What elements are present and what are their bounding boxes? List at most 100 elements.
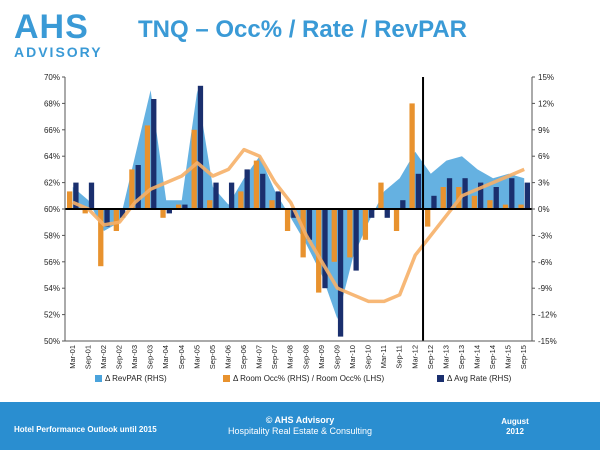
occ-change-bar	[238, 191, 244, 209]
left-tick-label: 56%	[44, 258, 60, 267]
legend-label: Δ Avg Rate (RHS)	[447, 374, 512, 383]
legend-label: Δ Room Occ% (RHS) / Room Occ% (LHS)	[233, 374, 384, 383]
x-tick-label: Sep-06	[239, 345, 248, 369]
rate-change-bar	[291, 209, 297, 218]
rate-change-bar	[104, 209, 110, 227]
rate-change-bar	[446, 178, 453, 209]
occ-change-bar	[425, 209, 431, 227]
left-tick-label: 54%	[44, 284, 60, 293]
rate-change-bar	[478, 182, 484, 209]
occ-change-bar	[300, 209, 306, 258]
x-tick-label: Sep-13	[457, 345, 466, 369]
rate-change-bar	[166, 209, 172, 214]
rate-change-bar	[369, 209, 375, 218]
rate-change-bar	[228, 182, 235, 209]
x-tick-label: Mar-08	[286, 345, 295, 369]
left-tick-label: 50%	[44, 337, 60, 346]
left-tick-label: 68%	[44, 99, 60, 108]
rate-change-bar	[244, 169, 250, 209]
rate-change-bar	[119, 209, 126, 218]
right-tick-label: 15%	[538, 73, 554, 82]
x-tick-label: Sep-03	[146, 345, 155, 369]
occ-change-bar	[347, 209, 353, 258]
occ-change-bar	[160, 209, 166, 218]
x-tick-label: Sep-10	[364, 345, 373, 369]
x-tick-label: Mar-12	[410, 345, 419, 369]
x-tick-label: Mar-02	[99, 345, 108, 369]
legend-swatch	[223, 375, 230, 382]
occ-change-bar	[129, 169, 135, 209]
right-tick-label: 9%	[538, 126, 550, 135]
x-tick-label: Mar-05	[192, 345, 201, 369]
rate-change-bar	[151, 99, 157, 209]
legend-swatch	[437, 375, 444, 382]
rate-change-bar	[524, 182, 531, 209]
right-tick-label: 6%	[538, 152, 550, 161]
occ-change-bar	[471, 195, 478, 209]
footer-tagline: Hospitality Real Estate & Consulting	[227, 426, 373, 436]
x-tick-label: Sep-05	[208, 345, 217, 369]
x-tick-label: Mar-06	[223, 345, 232, 369]
legend-swatch	[95, 375, 102, 382]
footer-bar: Hotel Performance Outlook until 2015 © A…	[0, 402, 600, 450]
chart: 50% 52% 54% 56% 58% 60% 62% 64% 66% 68% 70% -15% -12…	[44, 73, 557, 383]
footer-date: August 2012	[480, 417, 550, 437]
rate-change-bar	[260, 173, 266, 209]
x-tick-label: Sep-12	[426, 345, 435, 369]
rate-change-bar	[322, 209, 328, 289]
footer-copyright: © AHS Advisory	[265, 415, 335, 425]
right-tick-label: -3%	[538, 231, 552, 240]
occupancy-line	[72, 147, 525, 304]
footer-center: © AHS Advisory Hospitality Real Estate &…	[0, 415, 600, 437]
x-tick-label: Mar-09	[317, 345, 326, 369]
rate-change-bar	[353, 209, 359, 271]
occ-change-bar	[98, 209, 104, 267]
x-tick-label: Mar-10	[348, 345, 357, 369]
occ-change-bar	[487, 200, 493, 209]
x-tick-label: Mar-13	[441, 345, 450, 369]
occ-change-bar	[191, 129, 197, 209]
occ-change-bar	[269, 200, 275, 209]
occ-change-bar	[253, 160, 260, 209]
occ-change-bar	[378, 182, 384, 209]
logo-sub-text: ADVISORY	[14, 44, 103, 60]
occ-change-bar	[502, 204, 509, 209]
rate-change-bar	[88, 182, 95, 209]
left-tick-label: 64%	[44, 152, 60, 161]
rate-change-bar	[431, 195, 437, 209]
ahs-advisory-logo: AHS ADVISORY	[14, 10, 124, 60]
x-tick-label: Mar-11	[379, 345, 388, 368]
rate-change-bar	[384, 209, 390, 218]
rate-change-bar	[275, 191, 281, 209]
right-tick-label: 12%	[538, 99, 554, 108]
rate-change-bar	[509, 178, 515, 209]
x-tick-label: Mar-14	[473, 345, 482, 369]
rate-change-bar	[415, 173, 422, 209]
left-tick-label: 52%	[44, 311, 60, 320]
footer-year: 2012	[506, 427, 524, 436]
left-tick-label: 60%	[44, 205, 60, 214]
occ-change-bar	[362, 209, 369, 240]
right-tick-label: -15%	[538, 337, 557, 346]
x-tick-label: Mar-04	[161, 345, 170, 369]
rate-change-bar	[337, 209, 344, 337]
left-tick-label: 70%	[44, 73, 60, 82]
x-tick-label: Sep-01	[83, 345, 92, 369]
x-tick-label: Sep-15	[519, 345, 528, 369]
occ-change-bar	[518, 204, 524, 209]
rate-change-bar	[213, 182, 219, 209]
rate-change-bar	[400, 200, 406, 209]
left-tick-label: 62%	[44, 179, 60, 188]
x-tick-label: Sep-02	[114, 345, 123, 369]
x-tick-label: Sep-14	[488, 345, 497, 369]
occ-change-bar	[393, 209, 400, 231]
occ-change-bar	[66, 191, 73, 209]
x-tick-label: Mar-07	[255, 345, 264, 369]
occ-change-bar	[284, 209, 291, 231]
x-tick-label: Mar-03	[130, 345, 139, 369]
rate-change-bar	[306, 209, 313, 240]
occ-change-bar	[82, 209, 88, 214]
right-tick-label: -6%	[538, 258, 552, 267]
occ-change-bar	[409, 103, 415, 209]
right-tick-label: 3%	[538, 179, 550, 188]
